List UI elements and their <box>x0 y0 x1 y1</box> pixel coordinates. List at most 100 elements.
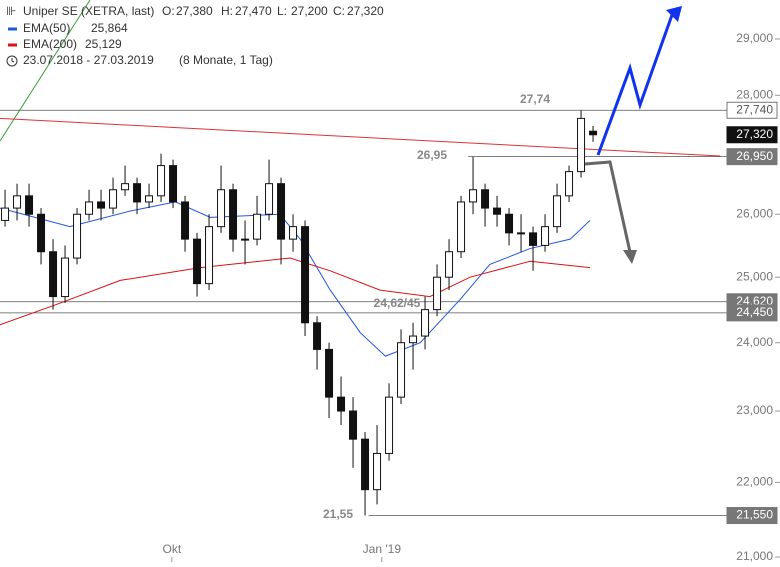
y-tick-label: 22,000 <box>736 475 773 489</box>
legend-entry: EMA(50) <box>23 21 70 35</box>
candle-body <box>85 201 94 215</box>
candle-body <box>37 213 46 253</box>
price-box-label: 21,550 <box>736 508 773 522</box>
legend-title: Uniper SE (XETRA, last) <box>23 4 154 18</box>
price-box-label: 27,320 <box>736 127 773 141</box>
ohlc-name: H: <box>221 4 233 18</box>
candle-body <box>565 171 574 197</box>
candle-body <box>361 438 370 491</box>
candle-body <box>421 309 430 337</box>
candle-body <box>385 396 394 454</box>
candle-body <box>265 183 274 215</box>
candle-body <box>73 213 82 259</box>
candle-body <box>577 117 586 173</box>
legend-value: 25,129 <box>85 37 122 51</box>
up-arrowhead <box>666 6 682 22</box>
ohlc-value: 27,470 <box>235 4 272 18</box>
candle-body <box>169 165 178 203</box>
legend-value: 25,864 <box>91 21 128 35</box>
candle-body <box>193 238 202 285</box>
y-tick-label: 21,000 <box>736 549 773 562</box>
candle-body <box>301 226 310 324</box>
candle-body <box>1 207 10 221</box>
candle-body <box>229 189 238 240</box>
candle-body <box>409 335 418 344</box>
candle-body <box>589 130 598 136</box>
level-annotation: 24,62/45 <box>374 296 421 310</box>
candle-body <box>97 201 106 209</box>
candle-body <box>337 396 346 412</box>
candle-body <box>145 195 154 203</box>
candle-body <box>517 232 526 235</box>
down-arrowhead <box>623 250 637 264</box>
y-tick-label: 29,000 <box>736 31 773 45</box>
ohlc-value: 27,200 <box>291 4 328 18</box>
x-tick-label: Okt <box>163 542 182 556</box>
candle-body <box>49 251 58 298</box>
price-box-label: 24,450 <box>736 305 773 319</box>
ohlc-value: 27,380 <box>176 4 213 18</box>
candle-body <box>289 226 298 240</box>
price-box <box>726 507 778 525</box>
candle-body <box>109 189 118 209</box>
y-tick-label: 28,000 <box>736 87 773 101</box>
candle-body <box>349 410 358 440</box>
candle-body <box>13 195 22 209</box>
candle-body <box>433 276 442 311</box>
up-arrow <box>596 14 674 156</box>
legend: ⊪ Uniper SE (XETRA, last) EMA(50) 25,864… <box>6 4 273 67</box>
level-annotation: 27,74 <box>520 92 550 106</box>
candle-icon: ⊪ <box>6 4 16 18</box>
price-box <box>726 101 778 119</box>
price-box-label: 26,950 <box>736 149 773 163</box>
candle-body <box>553 195 562 228</box>
period: 23.07.2018 - 27.03.2019 <box>23 53 154 67</box>
candle-body <box>529 232 538 246</box>
y-tick-label: 23,000 <box>736 403 773 417</box>
green-trendline <box>0 0 91 142</box>
candle-body <box>373 452 382 491</box>
candle-body <box>481 189 490 209</box>
candle-body <box>445 251 454 278</box>
candle-body <box>241 238 250 241</box>
candle-body <box>133 183 142 203</box>
ema-line <box>0 201 591 357</box>
candle-body <box>397 342 406 398</box>
candle-body <box>313 322 322 350</box>
candle-body <box>541 226 550 246</box>
y-tick-label: 26,000 <box>736 206 773 220</box>
candle-body <box>505 213 514 234</box>
ohlc-name: O: <box>162 4 175 18</box>
level-annotation: 26,95 <box>417 148 447 162</box>
candle-body <box>181 201 190 240</box>
candle-body <box>25 195 34 215</box>
clock-icon <box>6 55 18 67</box>
plot: 21,000 22,000 23,000 24,000 25,000 26,000 28,0… <box>0 31 780 563</box>
ema-line <box>0 257 591 326</box>
ohlc-value: 27,320 <box>347 4 384 18</box>
legend-entry: EMA(200) <box>23 37 77 51</box>
candle-body <box>469 189 478 203</box>
candle-body <box>205 226 214 285</box>
candle-body <box>493 207 502 215</box>
period-note: (8 Monate, 1 Tag) <box>179 53 273 67</box>
ohlc-name: L: <box>277 4 287 18</box>
price-box <box>726 126 778 144</box>
x-tick-label: Jan '19 <box>363 542 402 556</box>
down-arrow <box>584 160 632 253</box>
clock-hand <box>11 58 15 63</box>
y-tick-label: 24,000 <box>736 335 773 349</box>
price-box <box>726 148 778 166</box>
candle-body <box>121 183 130 191</box>
ohlc-name: C: <box>333 4 345 18</box>
price-box <box>726 304 778 322</box>
level-annotation: 21,55 <box>323 507 353 521</box>
candle-body <box>457 201 466 253</box>
candle-body <box>157 165 166 197</box>
candle-body <box>61 257 70 298</box>
resistance-trendline <box>0 117 721 157</box>
candle-body <box>277 183 286 240</box>
y-tick-label: 25,000 <box>736 269 773 283</box>
